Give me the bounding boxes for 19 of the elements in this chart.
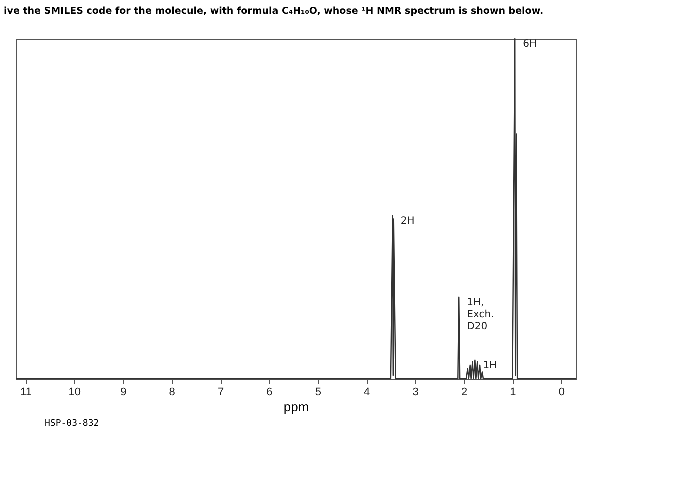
x-tick-label: 7 (218, 386, 224, 398)
x-tick-label: 10 (68, 386, 82, 398)
text: HSP-03-832 (44, 419, 100, 429)
x-tick-label: 5 (315, 386, 322, 398)
annotation: 1H, Exch. D20 (467, 297, 494, 332)
x-tick-label: 8 (169, 386, 176, 398)
chart-title: ive the SMILES code for the molecule, with formula C₄H₁₀O, whose ¹H NMR spectrum is shown below. (3, 5, 545, 19)
x-tick-label: 3 (412, 386, 419, 398)
x-tick-label: 9 (120, 386, 127, 398)
x-tick-label: 4 (364, 386, 370, 398)
x-tick-label: 0 (558, 386, 565, 398)
x-axis-title: ppm (284, 400, 310, 414)
x-tick-label: 11 (20, 386, 32, 398)
x-tick-label: 1 (510, 386, 516, 398)
annotation: 6H (523, 39, 538, 50)
annotation: 2H (400, 216, 415, 227)
x-tick-label: 6 (266, 386, 273, 398)
x-tick-label: 2 (461, 386, 468, 398)
annotation: 1H (483, 360, 498, 372)
